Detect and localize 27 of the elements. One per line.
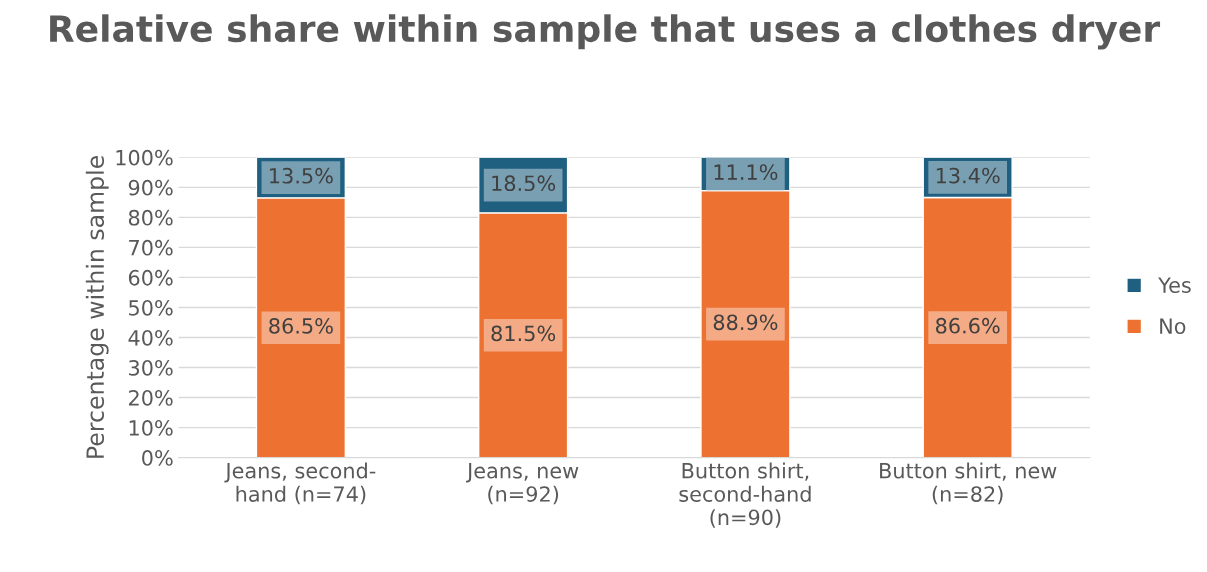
data-label: 81.5% [491,325,556,342]
y-tick-label: 60% [128,269,173,286]
data-label: 86.6% [936,317,1000,334]
data-label: 86.5% [269,318,333,334]
y-tick-label: 80% [128,209,173,226]
x-tick-label: Jeans, new (n=92) [466,463,579,505]
y-tick-label: 0% [142,450,173,466]
x-tick-label: Jeans, second- hand (n=74) [224,462,376,505]
data-label: 11.1% [714,164,778,181]
data-label: 13.5% [270,167,333,184]
y-tick-label: 40% [128,329,173,346]
y-tick-label: 30% [129,359,173,376]
legend-label: No [1160,318,1186,334]
y-axis-title: Percentage within sample [85,156,109,458]
x-tick-label: Button shirt, new (n=82) [880,462,1057,505]
y-tick-label: 50% [129,299,173,316]
y-tick-label: 100% [116,149,173,166]
data-label: 88.9% [713,314,778,331]
y-tick-label: 20% [129,389,173,406]
data-label: 18.5% [492,175,556,192]
legend-label: Yes [1158,277,1191,293]
y-tick-label: 70% [129,239,173,256]
x-tick-label: Button shirt, second-hand (n=90) [679,462,811,528]
y-tick-label: 10% [129,420,173,436]
y-tick-label: 90% [128,179,173,196]
chart-title: Relative share within sample that uses a clothes dryer [50,14,1161,50]
data-label: 13.4% [936,167,1000,184]
